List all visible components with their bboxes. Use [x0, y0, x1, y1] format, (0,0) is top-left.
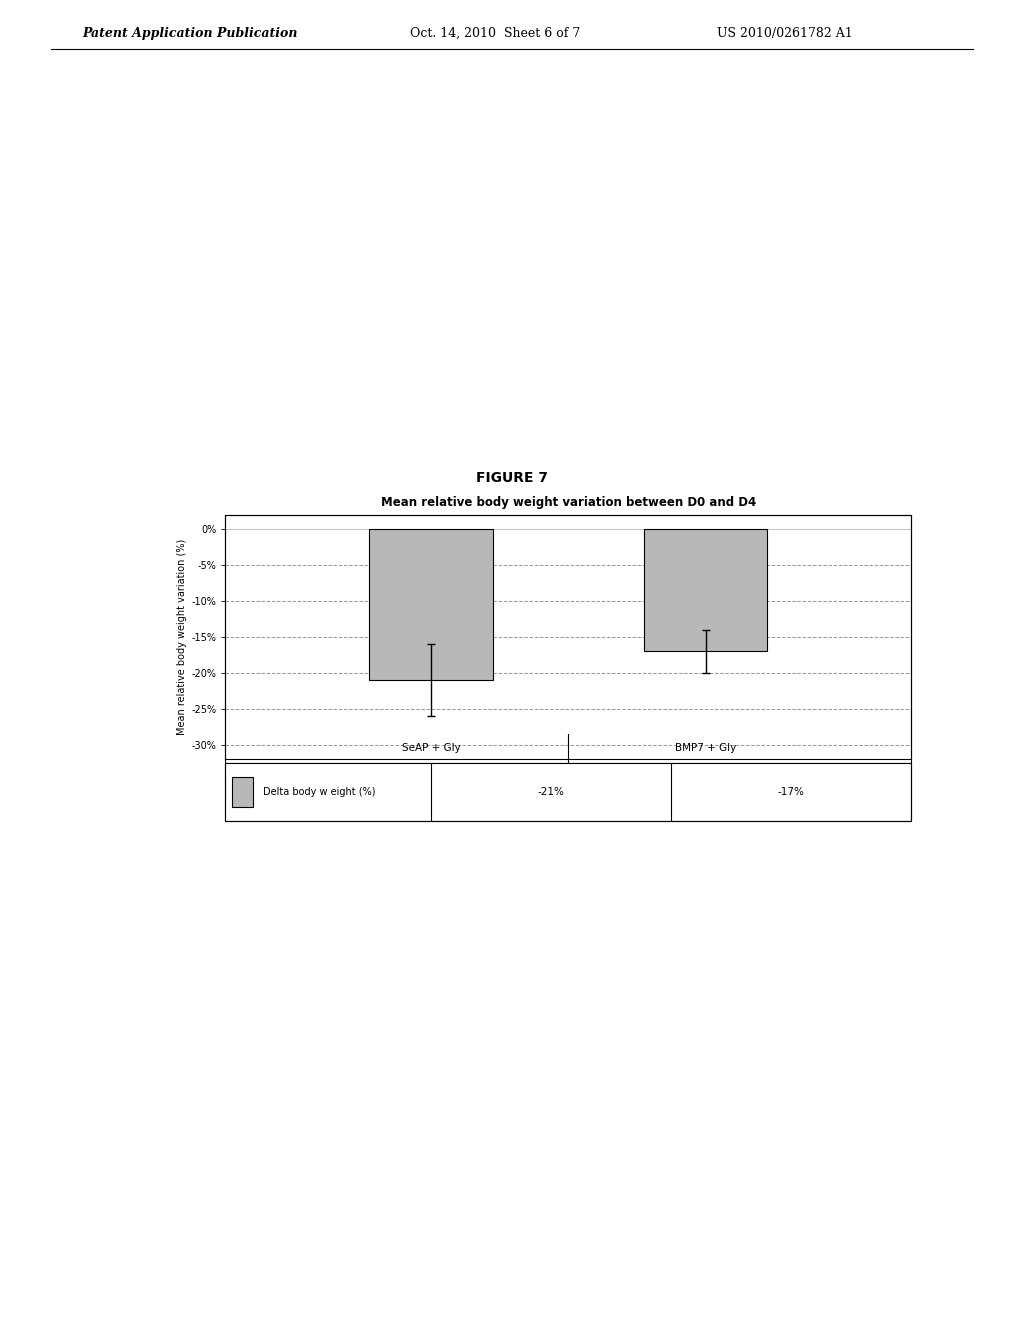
Text: Patent Application Publication: Patent Application Publication — [82, 26, 297, 40]
Title: Mean relative body weight variation between D0 and D4: Mean relative body weight variation betw… — [381, 496, 756, 510]
Text: SeAP + Gly: SeAP + Gly — [401, 743, 461, 754]
Text: BMP7 + Gly: BMP7 + Gly — [675, 743, 736, 754]
Text: Oct. 14, 2010  Sheet 6 of 7: Oct. 14, 2010 Sheet 6 of 7 — [410, 26, 580, 40]
Text: FIGURE 7: FIGURE 7 — [476, 471, 548, 484]
Y-axis label: Mean relative body weight variation (%): Mean relative body weight variation (%) — [177, 539, 187, 735]
Text: Delta body w eight (%): Delta body w eight (%) — [263, 787, 376, 797]
Text: -17%: -17% — [778, 787, 805, 797]
Bar — [644, 529, 767, 651]
Bar — [232, 777, 253, 807]
FancyBboxPatch shape — [225, 763, 911, 821]
Bar — [370, 529, 493, 680]
Text: -21%: -21% — [538, 787, 564, 797]
Text: US 2010/0261782 A1: US 2010/0261782 A1 — [717, 26, 853, 40]
